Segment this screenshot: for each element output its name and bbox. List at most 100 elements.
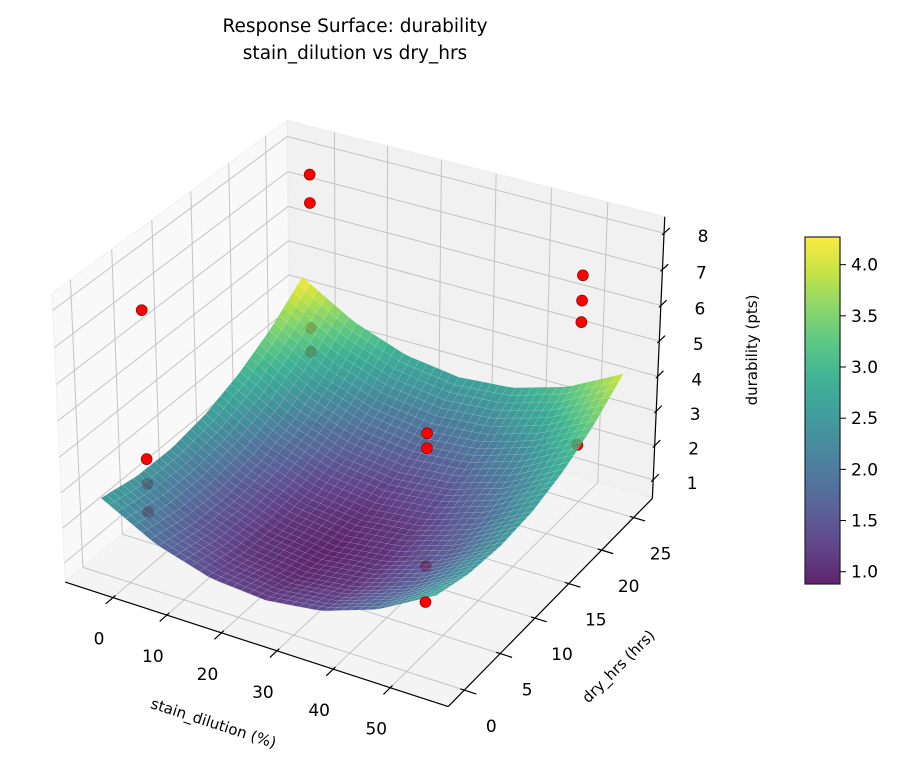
colorbar-tick-label: 2.5 — [851, 409, 878, 429]
z-gridline — [287, 171, 663, 271]
z-gridline — [288, 274, 658, 377]
z-gridline — [55, 205, 289, 385]
y-tick-label: 15 — [585, 611, 607, 631]
data-point — [303, 168, 316, 181]
z-gridline — [59, 274, 290, 458]
y-gridline — [69, 279, 84, 568]
colorbar-tick-label: 1.0 — [851, 563, 878, 583]
colorbar: 1.0 1.5 2.0 2.5 3.0 3.5 4.0 — [804, 236, 878, 585]
z-gridline — [54, 171, 289, 349]
z-tick-label: 5 — [693, 335, 704, 355]
data-point — [421, 442, 433, 455]
x-tick-label: 50 — [365, 720, 387, 740]
chart-title-line-2: stain_dilution vs dry_hrs — [243, 43, 467, 64]
data-point — [419, 596, 432, 608]
colorbar-tick-label: 4.0 — [851, 256, 878, 276]
surface-patch — [573, 434, 589, 444]
x-tick-mark — [105, 595, 116, 605]
surface-patch — [591, 404, 607, 415]
z-gridline — [287, 135, 665, 234]
z-gridline — [288, 205, 661, 307]
x-tick-mark — [325, 666, 336, 677]
y-tick-mark — [629, 515, 646, 522]
data-point — [135, 304, 148, 316]
data-point — [577, 269, 589, 282]
data-point — [421, 427, 433, 440]
colorbar-tick-label: 3.0 — [851, 358, 878, 378]
surface-patch — [527, 499, 543, 508]
y-tick-mark — [530, 616, 547, 623]
z-gridline — [57, 240, 289, 422]
y-tick-label: 20 — [618, 577, 640, 597]
z-tick-label: 1 — [687, 474, 698, 494]
colorbar-tick-label: 3.5 — [851, 307, 878, 327]
data-point — [576, 294, 588, 307]
z-tick-mark — [652, 439, 661, 448]
y-tick-label: 0 — [486, 717, 497, 737]
surface-patch — [537, 486, 552, 496]
surface-patch — [541, 480, 557, 490]
y-tick-mark — [460, 688, 477, 695]
surface-patch — [560, 454, 575, 465]
x-axis-line — [65, 581, 449, 708]
surface-patch — [596, 396, 611, 407]
data-point — [140, 453, 153, 465]
y-tick-label: 10 — [551, 645, 573, 665]
surface-patch — [427, 591, 442, 598]
z-tick-label: 2 — [688, 440, 699, 460]
surface-patch — [587, 412, 602, 423]
z-tick-label: 4 — [691, 370, 702, 390]
z-tick-label: 6 — [694, 300, 705, 320]
z-tick-mark — [650, 473, 660, 483]
x-tick-label: 10 — [142, 647, 164, 667]
surface-patch — [569, 441, 584, 451]
colorbar-tick-label: 2.0 — [851, 460, 878, 480]
z-tick-mark — [661, 227, 671, 236]
x-tick-label: 30 — [252, 683, 274, 703]
z-tick-mark — [658, 299, 668, 308]
x-tick-label: 0 — [94, 630, 105, 650]
x-gridline — [389, 482, 599, 689]
y-gridline — [82, 566, 465, 691]
y-tick-mark — [597, 548, 614, 555]
y-tick-mark — [495, 651, 513, 658]
z-tick-label: 7 — [696, 264, 707, 284]
y-gridline — [151, 219, 162, 503]
chart-title-line-1: Response Surface: durability — [222, 16, 487, 37]
z-axis-label: durability (pts) — [743, 295, 761, 406]
surface-patch — [609, 373, 625, 384]
response-surface — [100, 276, 625, 612]
z-tick-label: 3 — [690, 405, 701, 425]
z-gridline — [52, 136, 288, 311]
z-gridline — [288, 240, 660, 342]
x-tick-mark — [159, 612, 170, 622]
data-point — [575, 316, 588, 328]
y-tick-label: 25 — [650, 545, 672, 565]
x-axis-label: stain_dilution (%) — [148, 694, 278, 753]
z-tick-mark — [655, 370, 664, 379]
surface-patch — [546, 474, 561, 484]
x-tick-mark — [213, 630, 225, 640]
surface-patch — [600, 388, 616, 400]
y-axis-line — [447, 498, 653, 707]
z-tick-label: 8 — [698, 227, 709, 247]
z-tick-mark — [653, 405, 663, 414]
x-tick-mark — [383, 685, 393, 695]
data-points — [135, 168, 589, 608]
data-point — [304, 197, 316, 209]
surface-patch — [605, 381, 620, 392]
z-tick-mark — [656, 335, 666, 344]
z-tick-mark — [660, 263, 669, 272]
x-tick-label: 20 — [197, 665, 219, 685]
colorbar-tick-label: 1.5 — [851, 512, 878, 532]
y-axis-label: dry_hrs (hrs) — [578, 626, 659, 707]
z-gridline — [60, 308, 290, 494]
colorbar-gradient — [804, 236, 841, 585]
surface-patch — [578, 427, 593, 437]
y-tick-mark — [564, 581, 581, 588]
surface-patch — [555, 461, 570, 472]
x-tick-label: 40 — [308, 701, 330, 721]
z-axis-line — [651, 216, 666, 499]
